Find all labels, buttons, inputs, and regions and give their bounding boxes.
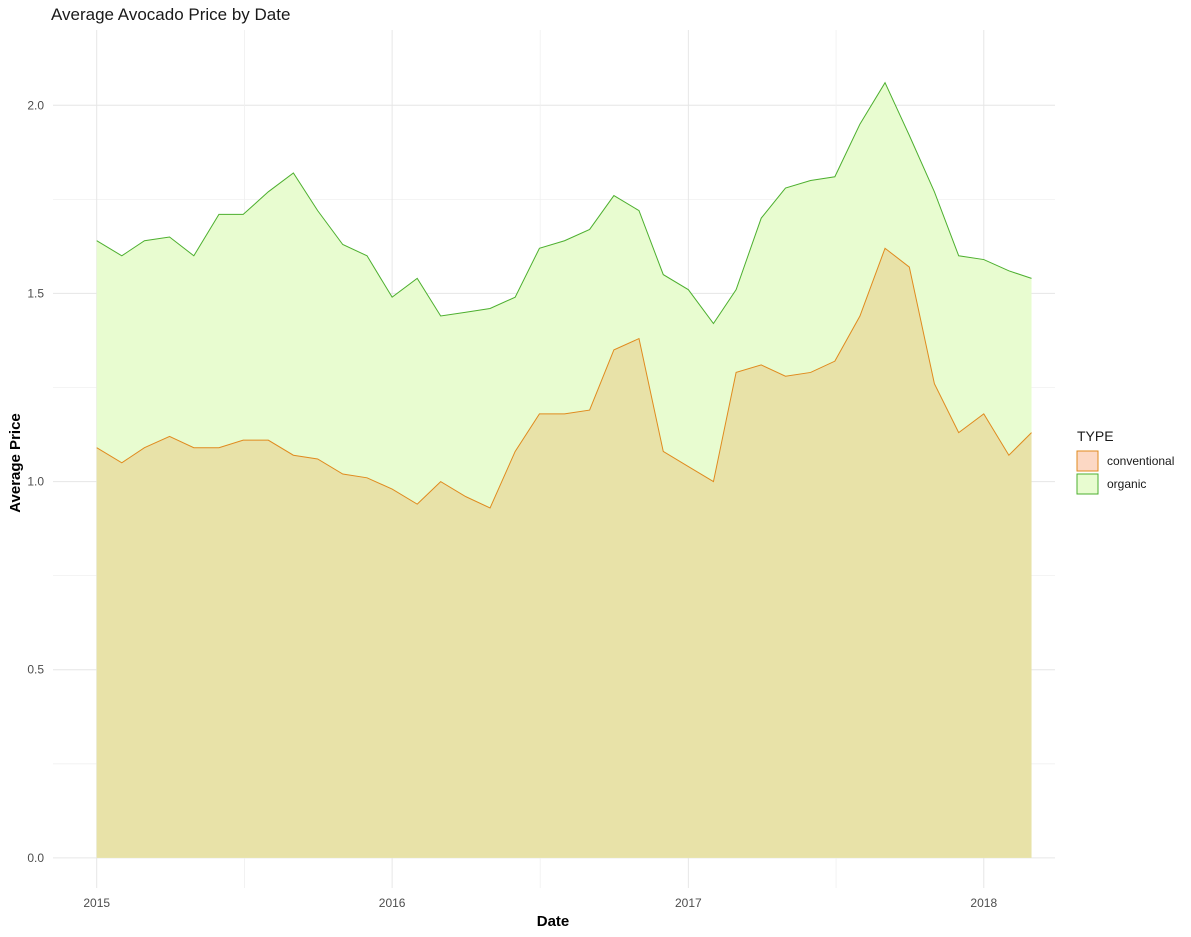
y-tick-label: 2.0 [27, 98, 44, 112]
legend-title: TYPE [1077, 428, 1114, 444]
x-tick-label: 2018 [970, 896, 997, 910]
legend-label-conventional: conventional [1107, 454, 1174, 468]
area-conventional [96, 248, 1032, 858]
x-tick-label: 2017 [675, 896, 702, 910]
y-tick-label: 1.0 [27, 475, 44, 489]
legend-key-organic [1076, 473, 1099, 495]
legend-key-conventional [1076, 450, 1099, 472]
series-areas [96, 81, 1032, 858]
x-tick-label: 2015 [83, 896, 110, 910]
line-organic [96, 81, 1032, 325]
x-axis-title: Date [537, 913, 570, 930]
line-conventional [96, 247, 1032, 509]
legend: TYPE conventional organic [1076, 428, 1174, 495]
x-axis-ticks: 2015 2016 2017 2018 [83, 896, 997, 910]
chart-title: Average Avocado Price by Date [51, 5, 291, 24]
legend-label-organic: organic [1107, 477, 1146, 491]
y-tick-label: 1.5 [27, 286, 44, 300]
y-tick-label: 0.0 [27, 851, 44, 865]
y-axis-ticks: 0.0 0.5 1.0 1.5 2.0 [27, 98, 44, 865]
y-tick-label: 0.5 [27, 663, 44, 677]
x-tick-label: 2016 [379, 896, 406, 910]
y-axis-title: Average Price [7, 413, 24, 513]
